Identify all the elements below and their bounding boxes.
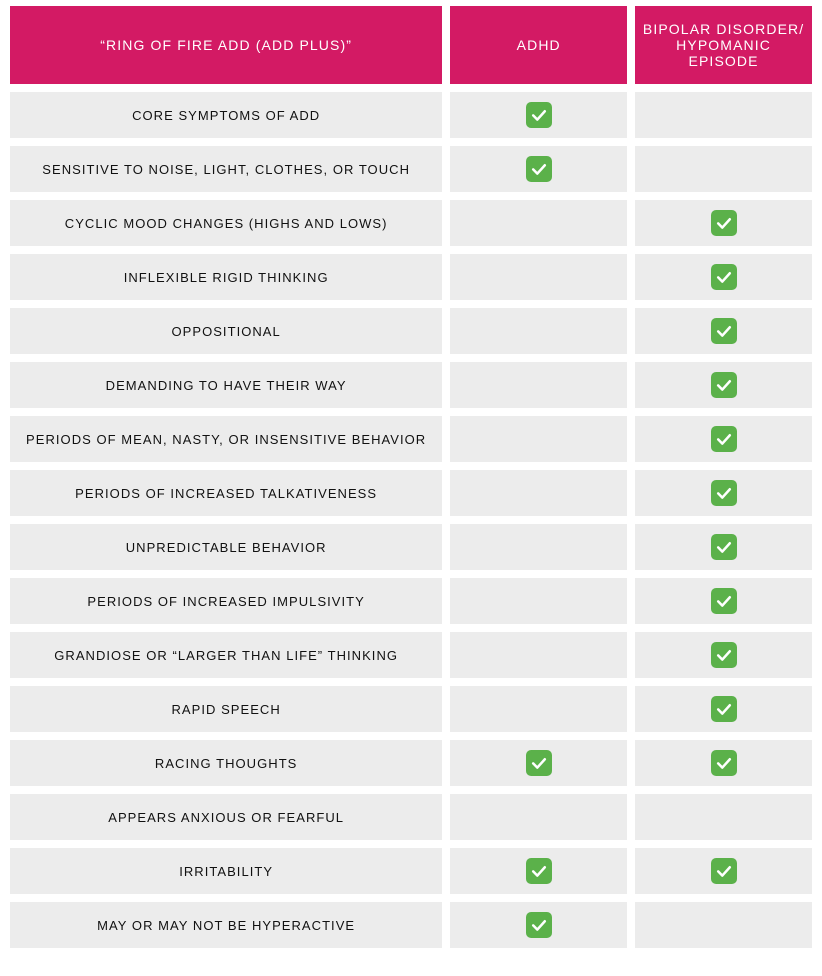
column-header-bipolar: BIPOLAR DISORDER/ HYPOMANIC EPISODE [635,6,812,84]
bipolar-cell [635,308,812,354]
adhd-cell [450,578,627,624]
bipolar-cell [635,632,812,678]
column-header-adhd: ADHD [450,6,627,84]
bipolar-cell [635,470,812,516]
bipolar-cell [635,92,812,138]
adhd-cell [450,308,627,354]
symptom-label: SENSITIVE TO NOISE, LIGHT, CLOTHES, OR T… [10,146,442,192]
symptom-label: RAPID SPEECH [10,686,442,732]
check-icon [711,534,737,560]
bipolar-cell [635,794,812,840]
adhd-cell [450,524,627,570]
check-icon [711,858,737,884]
symptom-label: MAY OR MAY NOT BE HYPERACTIVE [10,902,442,948]
adhd-cell [450,848,627,894]
symptom-label: APPEARS ANXIOUS OR FEARFUL [10,794,442,840]
adhd-cell [450,92,627,138]
adhd-cell [450,200,627,246]
symptom-label: IRRITABILITY [10,848,442,894]
adhd-cell [450,362,627,408]
symptom-label: DEMANDING TO HAVE THEIR WAY [10,362,442,408]
check-icon [711,264,737,290]
bipolar-cell [635,740,812,786]
comparison-table: “RING OF FIRE ADD (ADD PLUS)”ADHDBIPOLAR… [10,6,812,956]
check-icon [711,318,737,344]
symptom-label: UNPREDICTABLE BEHAVIOR [10,524,442,570]
bipolar-cell [635,848,812,894]
symptom-label: CORE SYMPTOMS OF ADD [10,92,442,138]
check-icon [526,102,552,128]
adhd-cell [450,470,627,516]
check-icon [711,480,737,506]
adhd-cell [450,686,627,732]
bipolar-cell [635,416,812,462]
check-icon [711,696,737,722]
bipolar-cell [635,902,812,948]
adhd-cell [450,740,627,786]
column-header-symptom: “RING OF FIRE ADD (ADD PLUS)” [10,6,442,84]
bipolar-cell [635,362,812,408]
bipolar-cell [635,686,812,732]
symptom-label: OPPOSITIONAL [10,308,442,354]
symptom-label: GRANDIOSE OR “LARGER THAN LIFE” THINKING [10,632,442,678]
bipolar-cell [635,200,812,246]
check-icon [526,858,552,884]
adhd-cell [450,146,627,192]
symptom-label: PERIODS OF INCREASED IMPULSIVITY [10,578,442,624]
bipolar-cell [635,524,812,570]
check-icon [526,750,552,776]
adhd-cell [450,254,627,300]
symptom-label: RACING THOUGHTS [10,740,442,786]
check-icon [526,912,552,938]
check-icon [711,210,737,236]
check-icon [711,642,737,668]
bipolar-cell [635,146,812,192]
symptom-label: PERIODS OF MEAN, NASTY, OR INSENSITIVE B… [10,416,442,462]
bipolar-cell [635,254,812,300]
adhd-cell [450,794,627,840]
check-icon [711,750,737,776]
comparison-table-page: “RING OF FIRE ADD (ADD PLUS)”ADHDBIPOLAR… [0,0,822,976]
symptom-label: PERIODS OF INCREASED TALKATIVENESS [10,470,442,516]
adhd-cell [450,416,627,462]
bipolar-cell [635,578,812,624]
check-icon [711,426,737,452]
check-icon [711,588,737,614]
symptom-label: CYCLIC MOOD CHANGES (HIGHS AND LOWS) [10,200,442,246]
adhd-cell [450,632,627,678]
check-icon [526,156,552,182]
symptom-label: INFLEXIBLE RIGID THINKING [10,254,442,300]
adhd-cell [450,902,627,948]
check-icon [711,372,737,398]
